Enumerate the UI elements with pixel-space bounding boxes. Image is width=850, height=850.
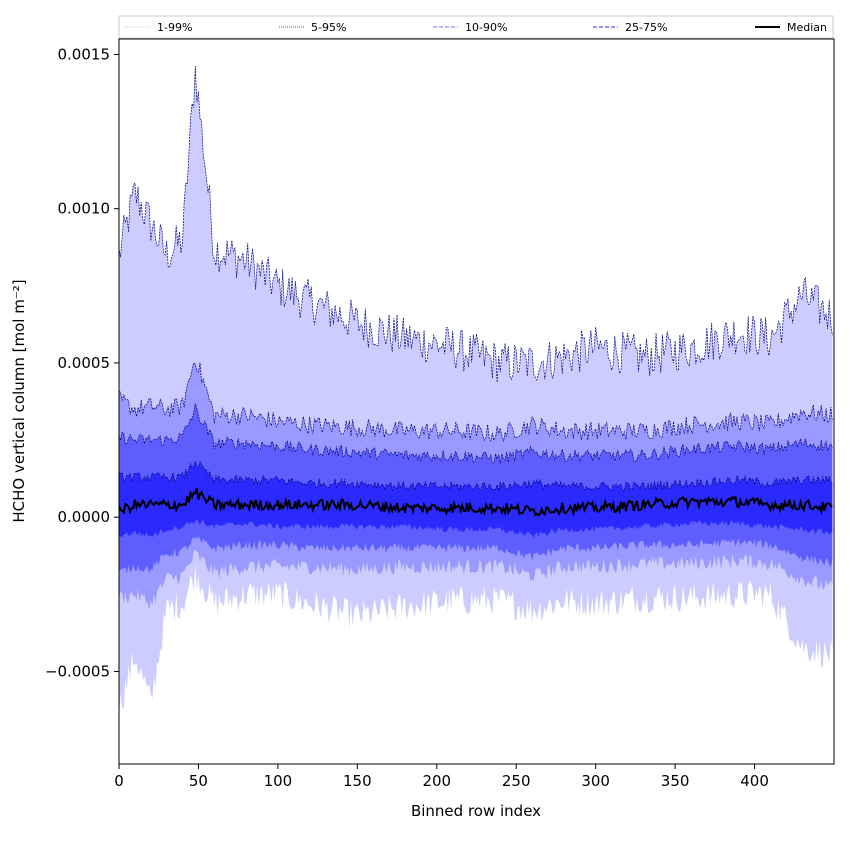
legend-label: 1-99% <box>157 21 192 34</box>
x-tick-label: 100 <box>264 772 293 790</box>
legend-box <box>118 15 834 39</box>
y-axis-ticks: −0.0005 0.0000 0.0005 0.0010 0.0015 <box>45 45 119 680</box>
x-tick-label: 0 <box>114 772 124 790</box>
x-tick-label: 350 <box>661 772 690 790</box>
legend-label: 5-95% <box>311 21 346 34</box>
band-edge-lines <box>119 65 833 492</box>
legend-label: 10-90% <box>465 21 507 34</box>
y-tick-label: 0.0005 <box>58 354 111 372</box>
band-5-95-upper-edge <box>119 362 833 443</box>
median-line <box>119 488 833 518</box>
y-tick-label: −0.0005 <box>45 662 110 680</box>
percentile-bands <box>119 66 833 720</box>
legend: 1-99% 5-95% 10-90% 25-75% Median <box>118 15 834 39</box>
y-tick-label: 0.0000 <box>58 508 111 526</box>
y-tick-label: 0.0015 <box>58 45 111 63</box>
x-tick-label: 200 <box>422 772 451 790</box>
band-25-75-upper-edge <box>119 460 833 492</box>
band-10-90-upper-edge <box>119 402 833 464</box>
band-25-75-fill <box>119 461 833 538</box>
x-tick-label: 250 <box>502 772 531 790</box>
y-tick-label: 0.0010 <box>58 200 111 218</box>
x-tick-label: 150 <box>343 772 372 790</box>
legend-label: Median <box>787 21 827 34</box>
median-line-group <box>119 488 833 518</box>
x-tick-label: 300 <box>581 772 610 790</box>
legend-label: 25-75% <box>625 21 667 34</box>
band-1-99-upper-edge <box>119 65 833 383</box>
x-axis-label: Binned row index <box>411 802 541 820</box>
x-tick-label: 400 <box>740 772 769 790</box>
x-tick-label: 50 <box>189 772 208 790</box>
plot-frame <box>118 38 835 765</box>
x-axis-ticks: 0 50 100 150 200 250 300 350 400 <box>114 764 769 790</box>
y-axis-label: HCHO vertical column [mol m⁻²] <box>10 279 28 522</box>
